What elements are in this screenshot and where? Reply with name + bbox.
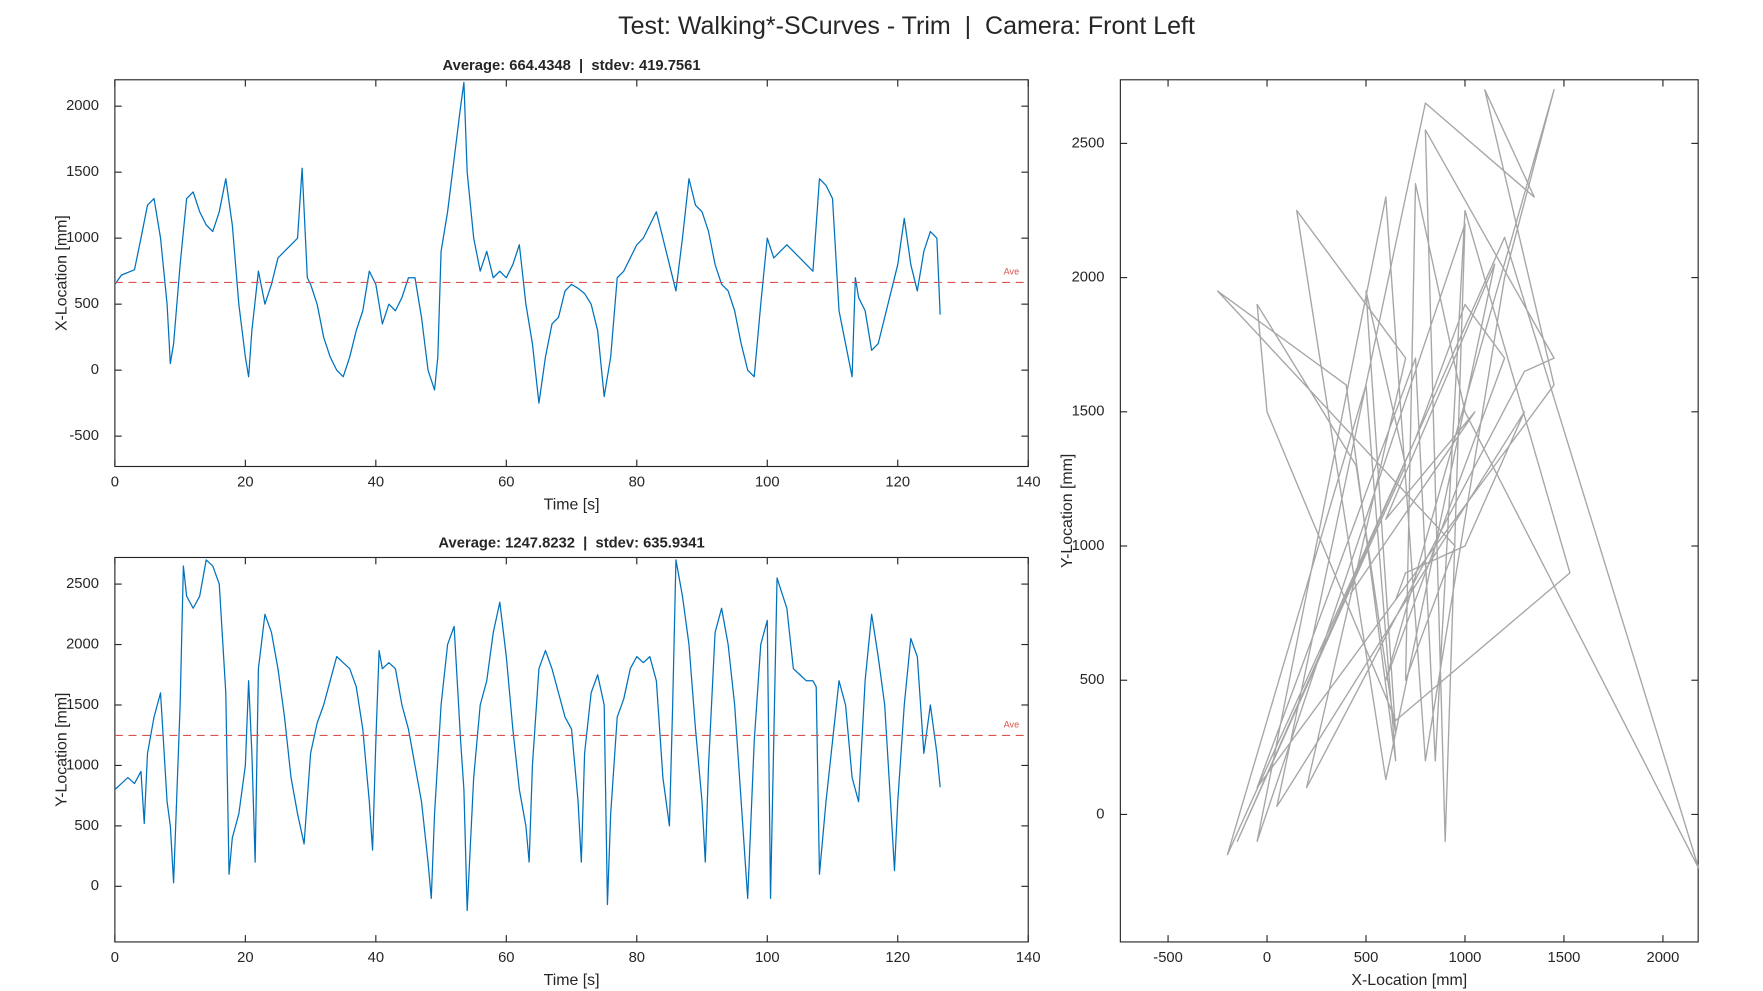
data-line [1216, 89, 1700, 869]
x-tick-label: 0 [111, 474, 119, 490]
x-tick-label: 60 [498, 950, 514, 966]
subplot-title: Average: 664.4348 | stdev: 419.7561 [443, 58, 701, 74]
y-tick-label: 500 [74, 818, 99, 834]
x-tick-label: 20 [237, 950, 253, 966]
y-tick-label: -500 [69, 428, 99, 444]
y-tick-label: 500 [74, 296, 99, 312]
x-tick-label: 0 [1263, 950, 1271, 966]
figure-title: Test: Walking*-SCurves - Trim | Camera: … [618, 12, 1195, 40]
y-tick-label: 500 [1080, 672, 1105, 688]
y-axis-label: X-Location [mm] [54, 215, 71, 331]
y-tick-label: 1500 [66, 164, 99, 180]
x-tick-label: 100 [755, 950, 780, 966]
y-tick-label: 2500 [66, 576, 99, 592]
x-tick-label: 140 [1016, 474, 1041, 490]
x-tick-label: -500 [1153, 950, 1183, 966]
y-axis-label: Y-Location [mm] [54, 693, 71, 807]
x-axis-label: X-Location [mm] [1351, 972, 1467, 989]
y-tick-label: 0 [91, 878, 99, 894]
x-axis-label: Time [s] [544, 972, 600, 989]
x-tick-label: 100 [755, 474, 780, 490]
x-tick-label: 60 [498, 474, 514, 490]
data-line [114, 81, 941, 404]
x-tick-label: 2000 [1647, 950, 1680, 966]
x-tick-label: 140 [1016, 950, 1041, 966]
x-tick-label: 1500 [1548, 950, 1581, 966]
x-tick-label: 120 [885, 950, 910, 966]
subplot-title: Average: 1247.8232 | stdev: 635.9341 [438, 536, 704, 552]
y-tick-label: 0 [91, 362, 99, 378]
y-axis-label: Y-Location [mm] [1059, 454, 1076, 568]
y-tick-label: 2000 [1072, 270, 1105, 286]
y-tick-label: 1000 [66, 230, 99, 246]
average-label: Ave [1004, 267, 1019, 277]
x-tick-label: 1000 [1449, 950, 1482, 966]
y-tick-label: 1500 [1072, 404, 1105, 420]
y-tick-label: 1000 [66, 757, 99, 773]
y-tick-label: 1500 [66, 697, 99, 713]
x-tick-label: 120 [885, 474, 910, 490]
x-tick-label: 40 [368, 474, 384, 490]
y-tick-label: 0 [1096, 806, 1104, 822]
data-line [114, 559, 941, 912]
y-tick-label: 1000 [1072, 538, 1105, 554]
y-tick-label: 2000 [66, 636, 99, 652]
y-tick-label: 2500 [1072, 135, 1105, 151]
x-tick-label: 20 [237, 474, 253, 490]
x-tick-label: 80 [629, 950, 645, 966]
x-tick-label: 40 [368, 950, 384, 966]
average-label: Ave [1004, 720, 1019, 730]
x-axis-label: Time [s] [544, 496, 600, 513]
x-tick-label: 500 [1354, 950, 1379, 966]
y-tick-label: 2000 [66, 98, 99, 114]
x-tick-label: 80 [629, 474, 645, 490]
x-tick-label: 0 [111, 950, 119, 966]
plot-area [114, 79, 1029, 468]
